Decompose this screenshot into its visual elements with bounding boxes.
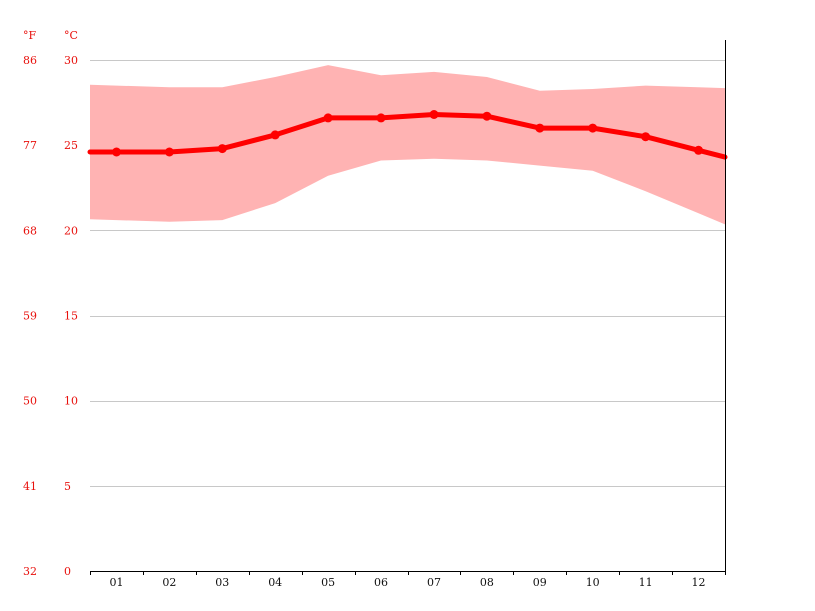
data-point-11	[641, 132, 651, 142]
data-point-02	[164, 147, 174, 157]
data-point-10	[588, 123, 598, 133]
data-point-07	[429, 110, 439, 119]
y-tick-label-f: 86	[23, 54, 37, 67]
y-tick-label-c: 0	[64, 565, 71, 578]
y-tick-label-f: 41	[23, 480, 37, 493]
y-tick-label-f: 32	[23, 565, 37, 578]
y-tick-label-f: 59	[23, 310, 37, 323]
y-tick-label-f: 68	[23, 224, 37, 237]
celsius-unit-label: °C	[64, 29, 78, 42]
data-point-03	[217, 144, 227, 154]
fahrenheit-unit-label: °F	[23, 29, 37, 42]
y-tick-label-c: 15	[64, 310, 78, 323]
mean-temperature-series	[87, 110, 728, 160]
data-point-08	[482, 111, 492, 121]
x-tick-label: 09	[533, 576, 547, 589]
y-tick-label-f: 50	[23, 395, 37, 408]
data-point-05	[323, 113, 333, 123]
y-tick-label-c: 30	[64, 54, 78, 67]
x-tick-label: 05	[321, 576, 335, 589]
x-tick-label: 04	[268, 576, 282, 589]
y-tick-label-c: 25	[64, 139, 78, 152]
x-tick-label: 07	[427, 576, 441, 589]
y-tick-label-c: 10	[64, 395, 78, 408]
data-point-04	[270, 130, 280, 140]
data-point-01	[112, 147, 121, 157]
x-tick-label: 03	[215, 576, 229, 589]
x-tick-label: 08	[480, 576, 494, 589]
y-tick-label-c: 5	[64, 480, 71, 493]
y-tick-label-c: 20	[64, 224, 78, 237]
x-tick-label: 06	[374, 576, 388, 589]
x-tick-label: 02	[162, 576, 176, 589]
x-tick-label: 01	[110, 576, 124, 589]
data-point-12	[694, 145, 703, 155]
x-tick-labels: 01 02 03 04 05 06 07 08 09 10 11 12	[110, 576, 706, 589]
data-point-09	[535, 123, 545, 133]
x-tick-label: 11	[639, 576, 653, 589]
y-tick-labels: 32 0 41 5 50 10 59 15 68 20 77 25 86 30	[23, 54, 78, 578]
axes	[90, 40, 726, 575]
x-tick-label: 10	[586, 576, 600, 589]
series-line	[87, 112, 728, 160]
x-tick-label: 12	[692, 576, 706, 589]
y-tick-label-f: 77	[23, 139, 37, 152]
data-point-06	[376, 113, 386, 123]
temperature-range-band	[90, 65, 725, 225]
